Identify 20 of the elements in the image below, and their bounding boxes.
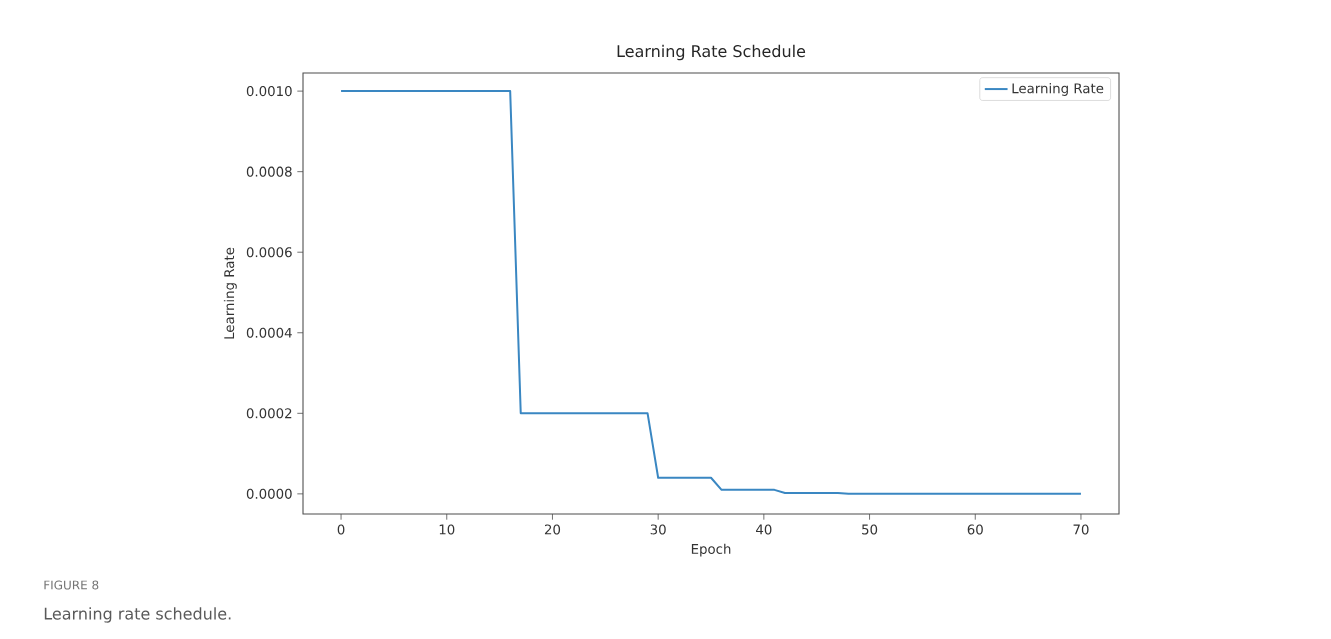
y-tick-label: 0.0004 <box>246 327 292 338</box>
text: Learning rate schedule. <box>44 607 231 623</box>
x-tick-label: 50 <box>862 524 878 535</box>
x-tick-label: 20 <box>544 524 561 535</box>
x-tick-label: 40 <box>756 524 772 535</box>
x-tick-label: 30 <box>650 524 666 535</box>
x-axis-title: Epoch <box>691 543 731 557</box>
x-tick-label: 60 <box>967 524 983 535</box>
x-tick-label: 70 <box>1073 524 1089 535</box>
legend-label: Learning Rate <box>1012 82 1104 96</box>
y-tick-label: 0.0006 <box>246 247 292 258</box>
y-axis-title: Learning Rate <box>223 247 237 339</box>
y-tick-label: 0.0010 <box>246 86 292 97</box>
chart-title: Learning Rate Schedule <box>617 44 806 61</box>
caption: FIGURE 8 <box>44 580 99 590</box>
y-tick-label: 0.0008 <box>246 166 292 177</box>
x-tick-label: 10 <box>439 524 455 535</box>
y-tick-label: 0.0002 <box>246 408 292 419</box>
x-tick-label: 0 <box>337 524 345 535</box>
y-tick-label: 0.0000 <box>246 488 292 499</box>
